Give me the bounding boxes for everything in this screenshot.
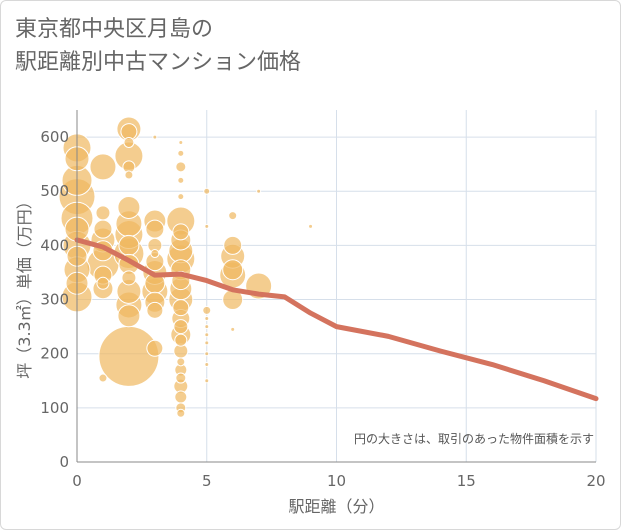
bubble-point bbox=[308, 223, 314, 229]
bubble-point bbox=[150, 249, 160, 259]
bubble-point bbox=[204, 324, 210, 330]
bubble-point bbox=[173, 319, 189, 335]
bubble-point bbox=[175, 372, 187, 384]
bubble-point bbox=[89, 153, 117, 181]
bubble-point bbox=[177, 149, 185, 157]
y-tick-label: 0 bbox=[59, 453, 69, 471]
y-tick-label: 400 bbox=[40, 236, 69, 254]
x-axis-title: 駅距離（分） bbox=[288, 497, 384, 516]
trend-line-series bbox=[74, 237, 599, 402]
bubble-point bbox=[93, 219, 113, 239]
bubble-point bbox=[176, 408, 186, 418]
bubble-point bbox=[146, 339, 164, 357]
bubble-point bbox=[152, 134, 158, 140]
bubble-point bbox=[98, 373, 108, 383]
bubble-point bbox=[98, 325, 160, 387]
bubble-point bbox=[228, 211, 238, 221]
y-tick-label: 300 bbox=[40, 291, 69, 309]
y-tick-label: 200 bbox=[40, 345, 69, 363]
bubble-point bbox=[177, 176, 185, 184]
bubble-point bbox=[174, 333, 188, 347]
x-tick-label: 20 bbox=[586, 472, 605, 490]
bubble-point bbox=[145, 219, 165, 239]
bubble-point bbox=[204, 332, 210, 338]
bubble-point bbox=[202, 305, 212, 315]
bubble-point bbox=[117, 195, 141, 219]
bubble-point bbox=[203, 187, 211, 195]
bubble-point bbox=[95, 205, 111, 221]
trend-line bbox=[74, 237, 599, 402]
bubble-point bbox=[175, 161, 187, 173]
y-axis-title: 坪（3.3㎡）単価（万円） bbox=[15, 193, 34, 378]
bubble-point bbox=[223, 235, 243, 255]
bubble-point bbox=[204, 378, 210, 384]
axes: 0 100 200 300 400 500 600 0 5 10 15 20 bbox=[40, 110, 606, 490]
bubble-point bbox=[204, 362, 210, 368]
x-tick-label: 5 bbox=[202, 472, 212, 490]
bubble-point bbox=[222, 259, 244, 281]
bubble-point bbox=[204, 351, 210, 357]
bubble-point bbox=[204, 223, 210, 229]
chart-title: 東京都中央区月島の 駅距離別中古マンション価格 bbox=[15, 17, 302, 75]
bubble-series bbox=[58, 116, 314, 418]
bubble-point bbox=[230, 326, 236, 332]
bubble-size-note: 円の大きさは、取引のあった物件面積を示す bbox=[354, 431, 594, 446]
y-tick-label: 100 bbox=[40, 399, 69, 417]
bubble-point bbox=[177, 193, 185, 201]
x-tick-label: 10 bbox=[327, 472, 346, 490]
y-tick-label: 500 bbox=[40, 182, 69, 200]
bubble-point bbox=[176, 357, 186, 367]
bubble-point bbox=[174, 390, 188, 404]
bubble-point bbox=[124, 170, 134, 180]
x-tick-label: 0 bbox=[72, 472, 82, 490]
bubble-point bbox=[118, 234, 140, 256]
bubble-point bbox=[172, 299, 190, 317]
bubble-point bbox=[204, 340, 210, 346]
bubble-point bbox=[123, 136, 135, 148]
bubble-point bbox=[256, 188, 262, 194]
x-tick-label: 15 bbox=[457, 472, 476, 490]
bubble-point bbox=[121, 270, 137, 286]
bubble-point bbox=[146, 301, 164, 319]
bubble-point bbox=[178, 139, 184, 145]
bubble-point bbox=[96, 276, 110, 290]
y-tick-label: 600 bbox=[40, 128, 69, 146]
bubble-point bbox=[117, 304, 141, 328]
bubble-point bbox=[172, 223, 190, 241]
bubble-point bbox=[204, 315, 210, 321]
